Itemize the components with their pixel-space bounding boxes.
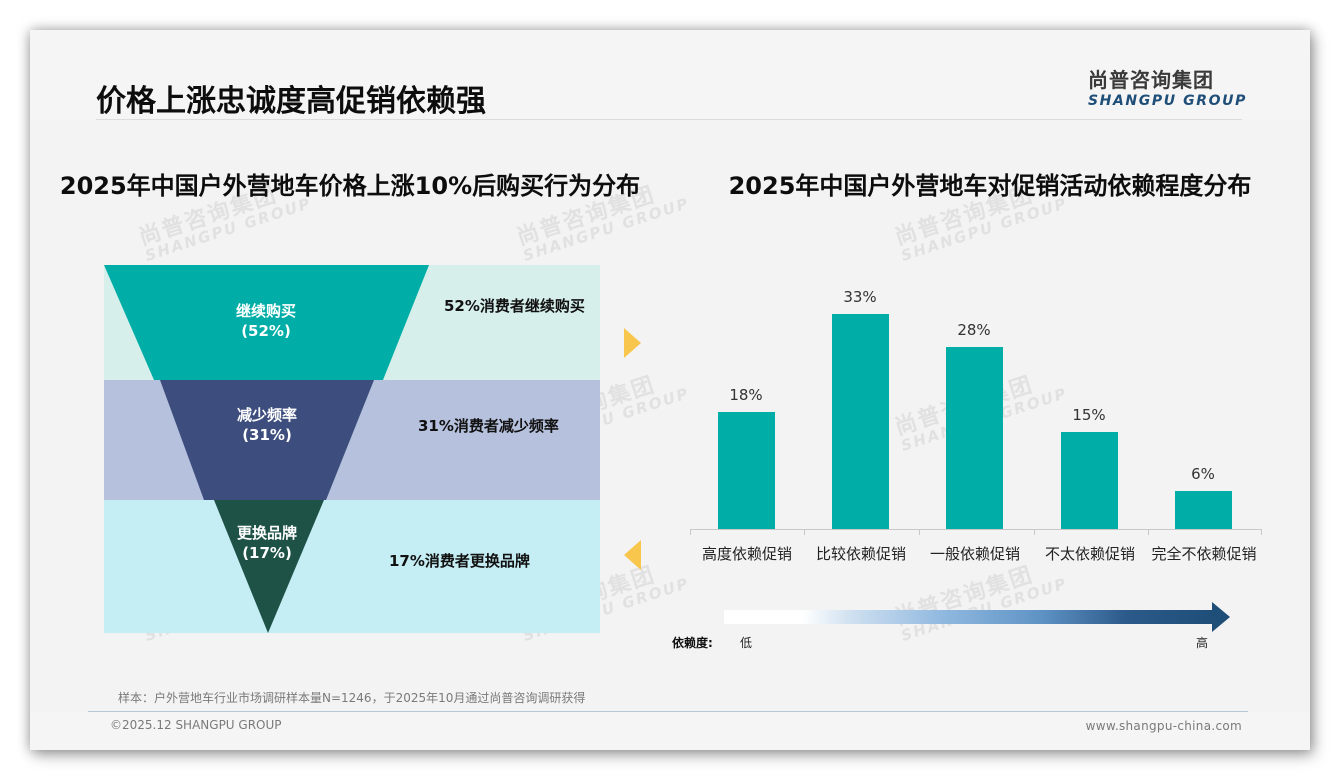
x-category-label: 完全不依赖促销 xyxy=(1151,545,1257,563)
page-title: 价格上涨忠诚度高促销依赖强 xyxy=(96,84,486,119)
logo-chinese: 尚普咨询集团 xyxy=(1088,68,1214,92)
funnel-label-reduce: 减少频率 (31%) xyxy=(236,406,297,444)
bar-value-label: 6% xyxy=(1191,465,1215,483)
arrow-left-icon xyxy=(624,540,641,570)
dependency-high-label: 高 xyxy=(1196,636,1209,650)
bar-moderately-dependent xyxy=(946,347,1003,529)
arrow-head-icon xyxy=(1212,602,1230,632)
funnel-label-switch: 更换品牌 (17%) xyxy=(236,524,297,562)
funnel-label-continue: 继续购买 (52%) xyxy=(235,302,296,340)
axis-tick xyxy=(1034,529,1035,535)
arrow-right-icon xyxy=(624,328,641,358)
x-category-label: 比较依赖促销 xyxy=(815,545,906,563)
company-logo: 尚普咨询集团 SHANGPU GROUP xyxy=(1088,64,1247,109)
bar-value-label: 28% xyxy=(957,321,991,339)
funnel-shape xyxy=(104,265,429,633)
axis-tick xyxy=(919,529,920,535)
funnel-band-switch xyxy=(104,500,600,633)
x-category-label: 不太依赖促销 xyxy=(1044,545,1135,563)
funnel-segment-switch xyxy=(214,500,324,633)
bar-fairly-dependent xyxy=(832,314,889,529)
website-link[interactable]: www.shangpu-china.com xyxy=(1085,719,1242,733)
x-category-label: 一般依赖促销 xyxy=(929,545,1020,563)
footer-divider xyxy=(88,711,1248,712)
dependency-gradient-arrow xyxy=(724,602,1232,632)
gradient-bar xyxy=(724,610,1214,624)
axis-tick xyxy=(1148,529,1149,535)
funnel-segment-reduce xyxy=(160,380,374,500)
bar-value-label: 18% xyxy=(729,386,763,404)
slide: 价格上涨忠诚度高促销依赖强 尚普咨询集团 SHANGPU GROUP 尚普咨询集… xyxy=(30,30,1310,750)
axis-tick xyxy=(1261,529,1262,535)
funnel-desc-switch: 17%消费者更换品牌 xyxy=(389,552,530,570)
copyright: ©2025.12 SHANGPU GROUP xyxy=(110,718,282,732)
dependency-label: 依赖度: xyxy=(672,636,713,650)
header-band xyxy=(30,30,1310,120)
dependency-low-label: 低 xyxy=(740,636,753,650)
axis-tick xyxy=(690,529,691,535)
funnel-chart-title: 2025年中国户外营地车价格上涨10%后购买行为分布 xyxy=(59,172,641,200)
x-axis xyxy=(690,529,1262,530)
funnel-desc-reduce: 31%消费者减少频率 xyxy=(418,417,559,435)
x-category-label: 高度依赖促销 xyxy=(701,545,792,563)
funnel-segment-continue xyxy=(104,265,429,380)
bar-chart-title: 2025年中国户外营地车对促销活动依赖程度分布 xyxy=(728,172,1252,200)
logo-english: SHANGPU GROUP xyxy=(1088,93,1247,109)
axis-tick xyxy=(804,529,805,535)
funnel-chart: 继续购买 (52%) 减少频率 (31%) 更换品牌 (17%) 52%消费者继续购买… xyxy=(104,265,600,633)
bar-high-dependency xyxy=(718,412,775,529)
bar-slightly-dependent xyxy=(1061,432,1118,529)
bar-value-label: 33% xyxy=(843,288,877,306)
funnel-desc-continue: 52%消费者继续购买 xyxy=(444,297,585,315)
source-note: 样本：户外营地车行业市场调研样本量N=1246，于2025年10月通过尚普咨询调… xyxy=(118,691,586,705)
bar-chart: 18% 33% 28% 15% 6% 高度依赖促销 比较依赖促销 一般依赖促销 … xyxy=(688,285,1262,575)
bar-value-label: 15% xyxy=(1072,406,1106,424)
bar-not-dependent xyxy=(1175,491,1232,529)
header-divider xyxy=(96,119,1242,120)
footer-band xyxy=(30,712,1310,750)
